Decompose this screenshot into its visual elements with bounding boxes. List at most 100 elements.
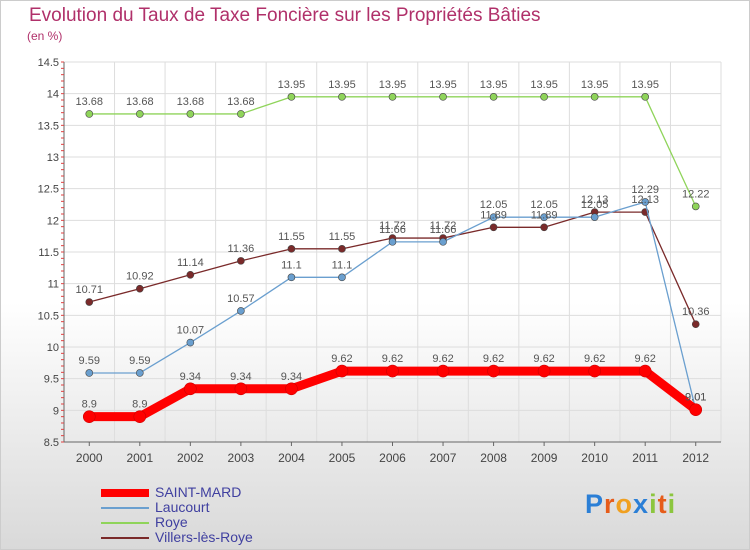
data-label: 9.34 xyxy=(230,371,251,383)
data-point xyxy=(285,382,298,396)
data-label: 11.89 xyxy=(480,209,507,221)
x-tick-label: 2004 xyxy=(278,451,305,465)
legend-swatch xyxy=(101,489,149,497)
legend-swatch xyxy=(101,522,149,524)
x-tick-label: 2010 xyxy=(581,451,608,465)
data-point xyxy=(590,93,599,101)
data-label: 10.57 xyxy=(227,293,255,305)
x-tick-label: 2012 xyxy=(682,451,709,465)
y-tick-label: 14 xyxy=(47,89,59,101)
y-tick-label: 14.5 xyxy=(38,57,59,69)
data-label: 11.66 xyxy=(430,224,457,236)
data-label: 13.95 xyxy=(379,79,407,91)
legend-label: Laucourt xyxy=(155,499,210,515)
data-label: 13.95 xyxy=(530,79,558,91)
data-point xyxy=(388,238,397,246)
data-label: 9.59 xyxy=(129,355,150,367)
legend-label: Roye xyxy=(155,514,188,530)
legend-item: Villers-lès-Roye xyxy=(101,529,351,545)
chart-subtitle: (en %) xyxy=(27,29,63,43)
data-point xyxy=(641,198,649,206)
data-label: 11.1 xyxy=(332,259,353,271)
data-point xyxy=(184,382,197,396)
data-label: 13.68 xyxy=(76,96,104,108)
series-line xyxy=(88,96,697,208)
legend-item: Laucourt xyxy=(101,499,351,515)
data-label: 10.36 xyxy=(682,306,710,318)
data-label: 9.59 xyxy=(79,355,100,367)
logo-letter: i xyxy=(649,489,658,519)
logo-letter: i xyxy=(667,489,677,519)
data-label: 12.05 xyxy=(581,199,609,211)
data-point xyxy=(136,284,144,293)
data-label: 9.62 xyxy=(533,353,554,365)
logo-letter: P xyxy=(585,489,605,519)
data-label: 13.95 xyxy=(581,79,609,91)
data-label: 9.34 xyxy=(281,371,302,383)
data-point xyxy=(237,257,245,265)
data-label: 13.95 xyxy=(328,79,356,91)
data-point xyxy=(287,273,296,282)
data-label: 12.22 xyxy=(682,188,710,200)
logo-letter: r xyxy=(604,489,616,519)
data-point xyxy=(85,110,94,118)
y-tick-label: 9.5 xyxy=(44,374,59,386)
data-point xyxy=(691,202,700,211)
y-tick-label: 13 xyxy=(47,152,59,164)
y-tick-label: 13.5 xyxy=(38,120,59,132)
data-point xyxy=(335,364,349,378)
chart-legend: SAINT-MARD Laucourt Roye Villers-lès-Roye xyxy=(101,484,351,545)
logo-letter: t xyxy=(657,489,668,519)
data-point xyxy=(85,369,94,377)
data-label: 13.95 xyxy=(278,79,306,91)
data-point xyxy=(237,110,245,118)
data-label: 11.72 xyxy=(430,220,457,232)
data-label: 12.05 xyxy=(480,199,508,211)
y-tick-label: 12.5 xyxy=(38,184,59,196)
legend-label: SAINT-MARD xyxy=(155,484,242,500)
data-point xyxy=(439,238,447,246)
legend-swatch xyxy=(101,537,149,539)
x-tick-label: 2007 xyxy=(430,451,457,465)
x-tick-label: 2006 xyxy=(379,451,406,465)
x-tick-label: 2005 xyxy=(329,451,356,465)
y-tick-label: 9 xyxy=(53,405,59,417)
data-point xyxy=(540,93,548,101)
data-point xyxy=(641,93,649,101)
data-label: 11.55 xyxy=(278,231,305,243)
data-label: 11.1 xyxy=(281,259,302,271)
data-label: 9.34 xyxy=(180,371,201,383)
data-point xyxy=(489,223,498,232)
legend-swatch xyxy=(101,507,149,509)
legend-item: SAINT-MARD xyxy=(101,484,351,500)
x-tick-label: 2000 xyxy=(76,451,103,465)
data-label: 9.62 xyxy=(382,353,403,365)
data-point xyxy=(186,338,195,347)
data-label: 9.62 xyxy=(634,353,655,365)
x-tick-label: 2003 xyxy=(228,451,255,465)
data-point xyxy=(590,213,599,221)
data-point xyxy=(537,364,551,378)
data-point xyxy=(85,298,94,306)
y-tick-label: 11 xyxy=(48,279,59,291)
chart-title: Evolution du Taux de Taxe Foncière sur l… xyxy=(29,5,541,26)
data-point xyxy=(133,410,147,423)
y-tick-label: 10.5 xyxy=(38,310,59,322)
data-point xyxy=(638,364,652,378)
data-point xyxy=(136,110,144,118)
data-label: 12.29 xyxy=(631,184,659,196)
data-label: 11.55 xyxy=(329,231,356,243)
data-label: 12.05 xyxy=(530,199,558,211)
data-point xyxy=(338,245,346,253)
data-label: 9.01 xyxy=(685,392,706,404)
data-point xyxy=(540,213,548,221)
data-point xyxy=(287,93,296,101)
data-point xyxy=(689,403,703,417)
x-tick-label: 2011 xyxy=(632,451,658,465)
x-tick-label: 2002 xyxy=(177,451,204,465)
y-tick-label: 10 xyxy=(47,342,59,354)
y-tick-label: 12 xyxy=(47,215,59,227)
legend-item: Roye xyxy=(101,514,351,530)
